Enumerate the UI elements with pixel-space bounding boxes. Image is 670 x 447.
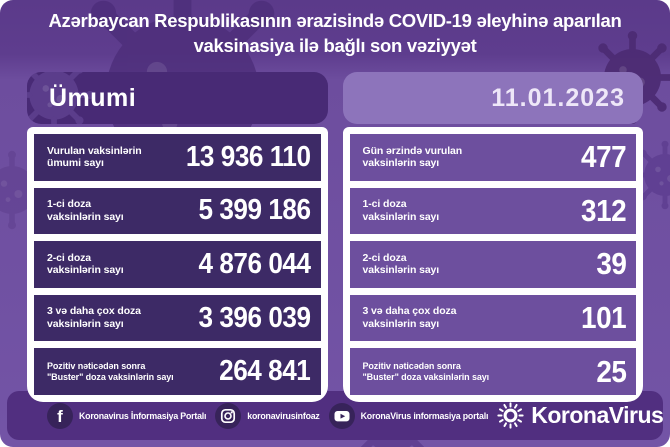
stat-row-buster-daily: Pozitiv nəticədən sonra "Buster" doza vak… bbox=[349, 348, 636, 395]
stat-row-dose1-total: 1-ci doza vaksinlərin sayı 5 399 186 bbox=[34, 187, 321, 235]
sun-virus-icon bbox=[497, 402, 524, 429]
stat-row-dose2-total: 2-ci doza vaksinlərin sayı 4 876 044 bbox=[34, 241, 321, 288]
stat-row-dose3plus-total: 3 və daha çox doza vaksinlərin sayı 3 396… bbox=[34, 294, 321, 342]
youtube-icon bbox=[328, 402, 355, 429]
facebook-icon: f bbox=[47, 402, 73, 429]
stat-value: 13 936 110 bbox=[185, 140, 311, 173]
stat-row-buster-total: Pozitiv nəticədən sonra "Buster" doza vak… bbox=[34, 348, 321, 395]
stat-row-dose3plus-daily: 3 və daha çox doza vaksinlərin sayı 101 bbox=[349, 294, 636, 342]
stat-value: 5 399 186 bbox=[198, 194, 311, 227]
facebook-link[interactable]: f Koronavirus İnformasiya Portalı bbox=[47, 402, 207, 429]
logo-text: KoronaVirus bbox=[531, 402, 664, 428]
date-header: 11.01.2023 bbox=[342, 72, 643, 124]
total-card-title: Ümumi bbox=[49, 84, 137, 112]
stat-row-daily-vaccines: Gün ərzində vurulan vaksinlərin sayı 477 bbox=[349, 134, 636, 181]
stat-value: 312 bbox=[580, 192, 627, 228]
instagram-icon bbox=[215, 402, 242, 429]
stats-columns: Ümumi Vurulan vaksinlərin ümumi sayı 13 9… bbox=[27, 72, 643, 402]
daily-stats-card: 11.01.2023 Gün ərzində vurulan vaksinləri… bbox=[342, 72, 643, 402]
stat-row-dose2-daily: 2-ci doza vaksinlərin sayı 39 bbox=[349, 241, 636, 288]
title-line-1: Azərbaycan Respublikasının ərazisində CO… bbox=[48, 10, 622, 31]
stat-value: 39 bbox=[595, 246, 627, 282]
page-title: Azərbaycan Respublikasının ərazisində CO… bbox=[10, 9, 660, 58]
daily-stats-panel: Gün ərzində vurulan vaksinlərin sayı 477 … bbox=[342, 127, 643, 402]
stat-row-total-vaccines: Vurulan vaksinlərin ümumi sayı 13 936 110 bbox=[34, 134, 321, 181]
koronavirus-logo[interactable]: KoronaVirus info bbox=[497, 402, 670, 429]
instagram-label: koronavirusinfoaz bbox=[247, 410, 320, 421]
stat-value: 4 876 044 bbox=[198, 247, 311, 280]
youtube-label: KoronaVirus informasiya portalı bbox=[360, 410, 489, 421]
stat-value: 101 bbox=[580, 300, 627, 336]
total-stats-panel: Vurulan vaksinlərin ümumi sayı 13 936 110… bbox=[27, 127, 328, 402]
facebook-label: Koronavirus İnformasiya Portalı bbox=[79, 410, 207, 421]
stat-value: 477 bbox=[580, 139, 627, 175]
stat-value: 3 396 039 bbox=[198, 301, 311, 334]
stat-row-dose1-daily: 1-ci doza vaksinlərin sayı 312 bbox=[349, 187, 636, 235]
total-card-header: Ümumi bbox=[27, 72, 328, 124]
total-stats-card: Ümumi Vurulan vaksinlərin ümumi sayı 13 9… bbox=[27, 72, 328, 402]
title-line-2: vaksinasiya ilə bağlı son vəziyyət bbox=[193, 34, 477, 56]
stat-value: 264 841 bbox=[219, 355, 311, 388]
date-label: 11.01.2023 bbox=[491, 84, 625, 112]
instagram-link[interactable]: koronavirusinfoaz bbox=[215, 402, 320, 429]
youtube-link[interactable]: KoronaVirus informasiya portalı bbox=[328, 402, 489, 429]
stat-value: 25 bbox=[595, 353, 627, 389]
